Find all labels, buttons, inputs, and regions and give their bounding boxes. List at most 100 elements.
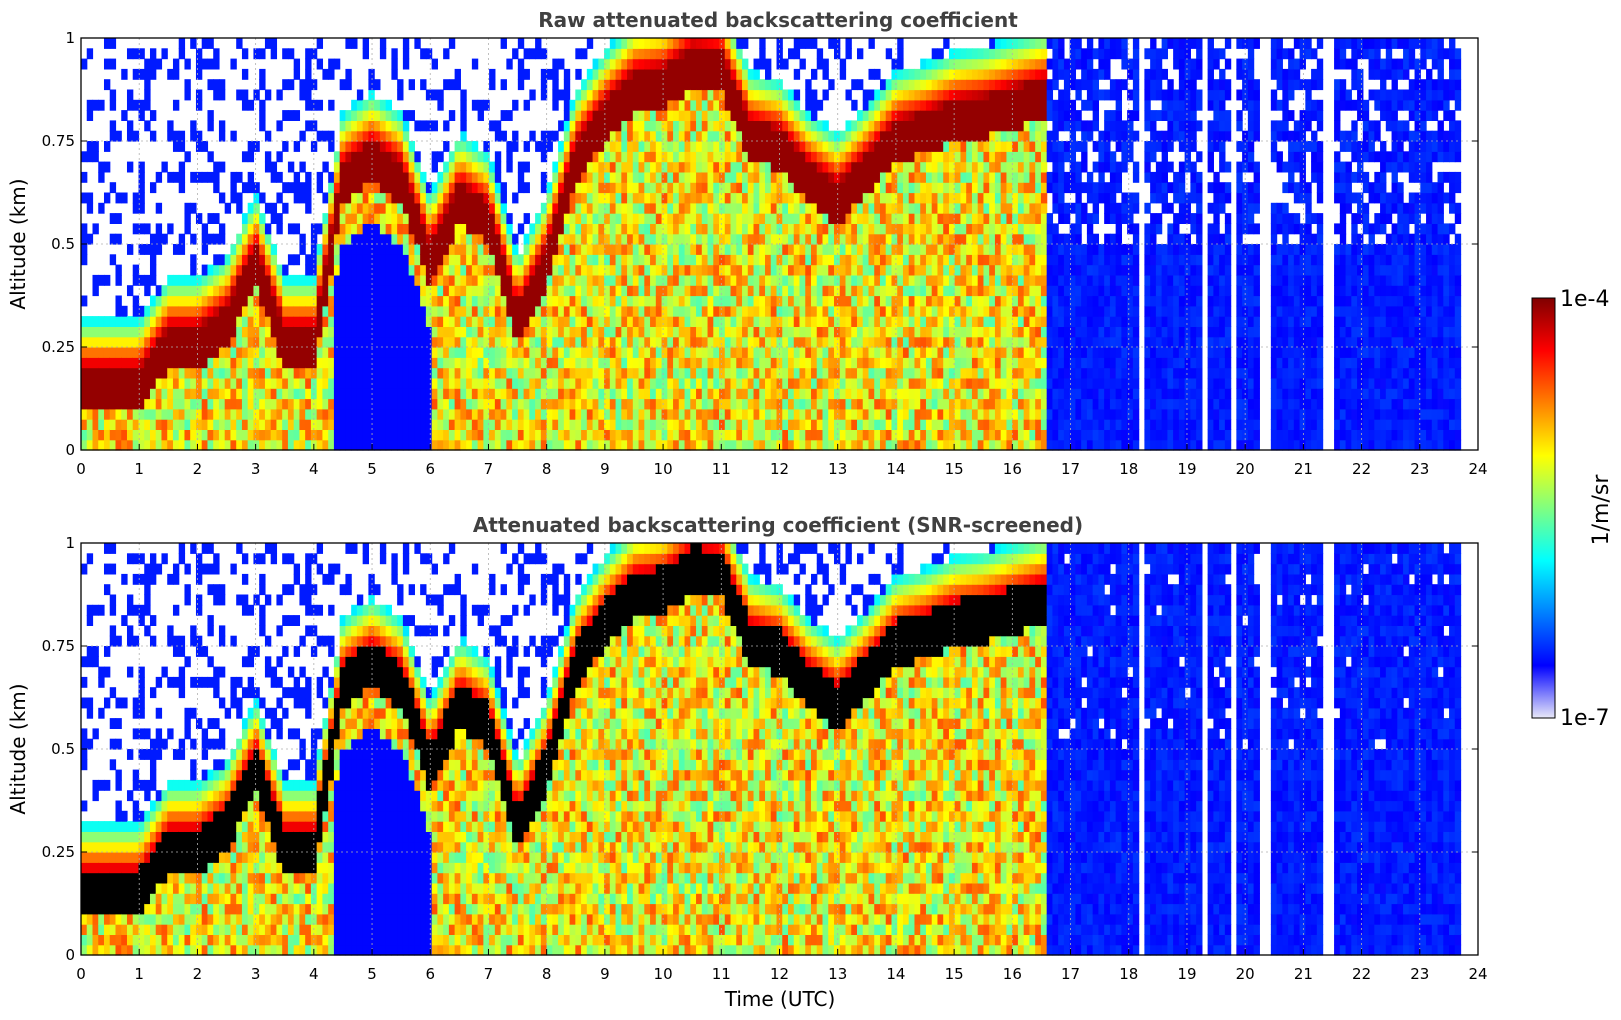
- heatmap-cell: [207, 151, 214, 163]
- heatmap-cell: [253, 357, 260, 369]
- heatmap-cell: [172, 274, 180, 286]
- heatmap-cell: [167, 223, 174, 235]
- heatmap-cell: [178, 347, 186, 358]
- heatmap-cell: [563, 130, 571, 142]
- heatmap-cell: [316, 285, 324, 297]
- heatmap-cell: [856, 182, 864, 194]
- heatmap-cell: [943, 213, 950, 224]
- heatmap-cell: [391, 367, 398, 379]
- heatmap-cell: [931, 439, 939, 451]
- heatmap-cell: [425, 439, 433, 451]
- heatmap-cell: [621, 171, 628, 183]
- heatmap-cell: [138, 367, 145, 379]
- heatmap-cell: [379, 244, 387, 255]
- heatmap-cell: [908, 285, 916, 297]
- heatmap-cell: [719, 202, 726, 214]
- heatmap-cell: [839, 347, 847, 358]
- heatmap-cell: [845, 274, 852, 286]
- heatmap-cell: [673, 213, 680, 224]
- heatmap-cell: [132, 336, 140, 348]
- heatmap-cell: [920, 305, 927, 317]
- heatmap-cell: [282, 367, 289, 379]
- heatmap-cell: [793, 182, 801, 194]
- heatmap-cell: [742, 233, 749, 245]
- heatmap-cell: [207, 388, 214, 400]
- heatmap-cell: [224, 285, 232, 297]
- heatmap-cell: [86, 326, 94, 338]
- heatmap-cell: [925, 58, 933, 70]
- heatmap-cell: [431, 285, 438, 297]
- heatmap-cell: [287, 295, 295, 307]
- heatmap-cell: [661, 171, 668, 183]
- heatmap-cell: [224, 388, 232, 400]
- heatmap-cell: [621, 429, 628, 441]
- heatmap-cell: [483, 182, 490, 194]
- heatmap-cell: [506, 151, 513, 163]
- heatmap-cell: [345, 367, 352, 379]
- heatmap-cell: [540, 79, 548, 91]
- heatmap-cell: [103, 388, 111, 400]
- heatmap-cell: [914, 171, 921, 183]
- heatmap-cell: [811, 110, 818, 121]
- heatmap-cell: [523, 274, 530, 286]
- heatmap-cell: [707, 99, 714, 111]
- heatmap-cell: [236, 254, 243, 266]
- heatmap-cell: [247, 285, 255, 297]
- heatmap-cell: [713, 110, 720, 121]
- heatmap-cell: [299, 305, 306, 317]
- heatmap-cell: [799, 419, 806, 430]
- heatmap-cell: [489, 202, 496, 214]
- heatmap-cell: [270, 38, 278, 49]
- heatmap-cell: [788, 213, 795, 224]
- heatmap-cell: [149, 264, 157, 276]
- heatmap-cell: [362, 419, 370, 430]
- heatmap-cell: [782, 120, 789, 132]
- heatmap-cell: [184, 151, 191, 163]
- heatmap-cell: [466, 377, 473, 389]
- heatmap-cell: [960, 316, 967, 327]
- heatmap-cell: [558, 120, 565, 132]
- heatmap-cell: [920, 130, 927, 142]
- heatmap-cell: [644, 336, 651, 348]
- heatmap-cell: [925, 244, 933, 255]
- heatmap-cell: [293, 336, 301, 348]
- heatmap-cell: [885, 171, 893, 183]
- heatmap-cell: [632, 264, 640, 276]
- heatmap-cell: [109, 233, 117, 245]
- heatmap-cell: [310, 295, 318, 307]
- heatmap-cell: [828, 285, 835, 297]
- heatmap-cell: [236, 408, 243, 420]
- heatmap-cell: [351, 161, 358, 173]
- heatmap-cell: [167, 316, 174, 327]
- heatmap-cell: [914, 429, 921, 441]
- heatmap-cell: [466, 398, 473, 410]
- heatmap-cell: [621, 419, 628, 430]
- heatmap-cell: [523, 295, 530, 307]
- heatmap-cell: [138, 419, 145, 430]
- heatmap-cell: [529, 233, 536, 245]
- heatmap-cell: [874, 326, 881, 338]
- heatmap-cell: [546, 408, 553, 420]
- heatmap-cell: [914, 130, 921, 142]
- heatmap-cell: [126, 388, 134, 400]
- heatmap-cell: [213, 89, 220, 101]
- heatmap-cell: [678, 295, 686, 307]
- heatmap-cell: [586, 79, 594, 91]
- heatmap-cell: [874, 213, 881, 224]
- heatmap-cell: [673, 48, 680, 60]
- heatmap-cell: [552, 58, 559, 70]
- heatmap-cell: [724, 110, 732, 121]
- heatmap-cell: [839, 408, 847, 420]
- heatmap-cell: [287, 398, 295, 410]
- heatmap-cell: [247, 305, 255, 317]
- heatmap-cell: [719, 408, 726, 420]
- heatmap-cell: [144, 388, 151, 400]
- heatmap-cell: [333, 285, 341, 297]
- heatmap-cell: [471, 295, 479, 307]
- heatmap-cell: [167, 274, 174, 286]
- heatmap-cell: [690, 367, 697, 379]
- heatmap-cell: [776, 316, 783, 327]
- heatmap-cell: [305, 295, 312, 307]
- heatmap-cell: [259, 79, 266, 91]
- heatmap-cell: [782, 377, 789, 389]
